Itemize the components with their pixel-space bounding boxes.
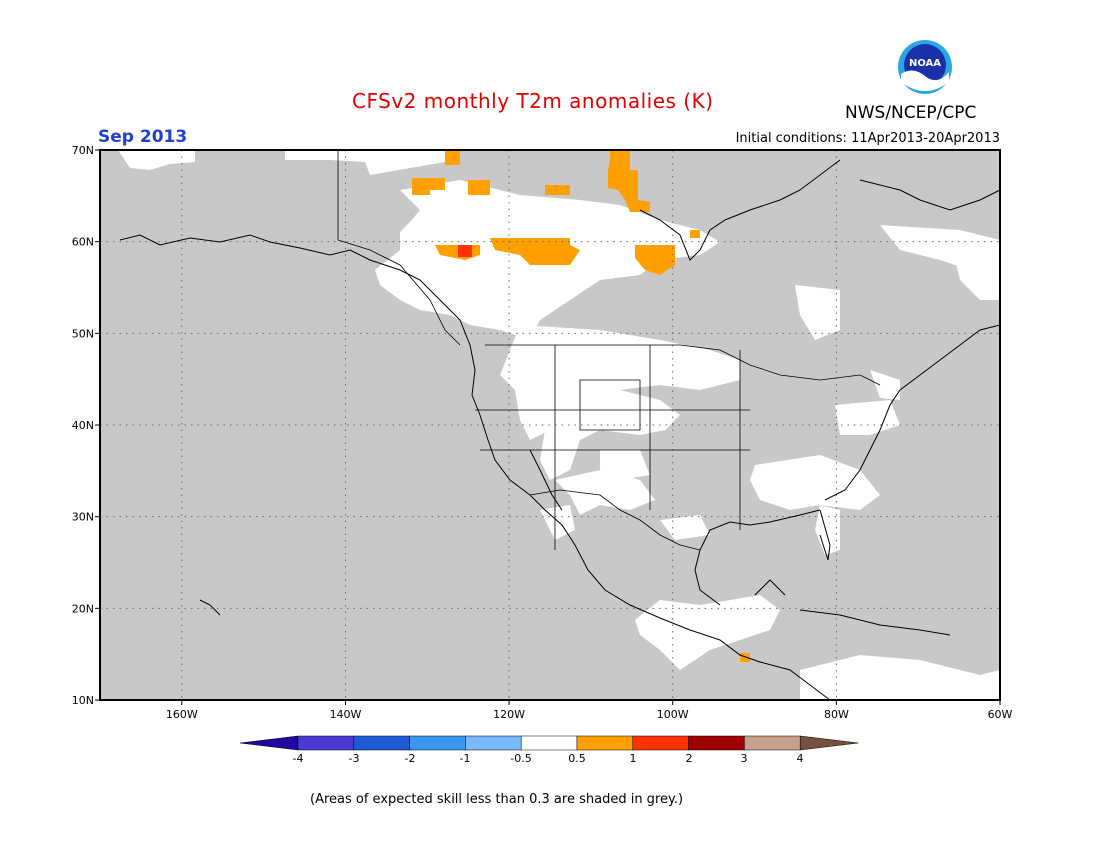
lat-label: 60N bbox=[72, 236, 94, 249]
legend-tick-label: 4 bbox=[797, 752, 804, 765]
latitude-labels: 70N 60N 50N 40N 30N 20N 10N bbox=[72, 144, 94, 707]
legend-bin bbox=[353, 735, 410, 751]
agency-label: NWS/NCEP/CPC bbox=[845, 103, 977, 123]
lon-label: 60W bbox=[988, 708, 1013, 720]
legend-bin bbox=[239, 735, 299, 751]
noaa-logo-text: NOAA bbox=[909, 58, 941, 69]
skill-note: (Areas of expected skill less than 0.3 a… bbox=[310, 792, 684, 807]
legend-bin bbox=[632, 735, 689, 751]
legend-bin bbox=[744, 735, 801, 751]
legend-bin bbox=[688, 735, 745, 751]
valid-month-label: Sep 2013 bbox=[98, 127, 188, 147]
legend-bin bbox=[465, 735, 522, 751]
legend-tick-label: -2 bbox=[405, 752, 416, 765]
lat-label: 30N bbox=[72, 511, 94, 524]
legend-tick-label: 3 bbox=[741, 752, 748, 765]
legend-bins bbox=[239, 735, 859, 751]
legend-bin bbox=[520, 735, 578, 751]
legend-bin bbox=[576, 735, 634, 751]
legend-bin bbox=[799, 735, 859, 751]
lat-label: 20N bbox=[72, 602, 94, 615]
map-title: CFSv2 monthly T2m anomalies (K) bbox=[352, 89, 714, 113]
legend-tick-label: -3 bbox=[349, 752, 360, 765]
lon-label: 140W bbox=[330, 708, 362, 720]
coastlines bbox=[119, 159, 1001, 701]
map-graticule bbox=[100, 150, 1000, 700]
lon-label: 120W bbox=[493, 708, 525, 720]
lat-label: 40N bbox=[72, 419, 94, 432]
axis-ticks bbox=[95, 149, 1001, 705]
initial-conditions-label: Initial conditions: 11Apr2013-20Apr2013 bbox=[735, 131, 1000, 146]
lat-label: 70N bbox=[72, 144, 94, 157]
political-borders bbox=[337, 150, 881, 551]
noaa-logo-wave bbox=[901, 70, 949, 91]
legend-tick-label: -1 bbox=[460, 752, 471, 765]
strong-positive-anomaly-cell bbox=[458, 245, 472, 257]
legend-tick-label: 0.5 bbox=[568, 752, 586, 765]
legend-tick-label: -4 bbox=[293, 752, 304, 765]
legend-tick-label: 2 bbox=[686, 752, 693, 765]
noaa-logo: NOAA bbox=[898, 40, 952, 94]
color-legend: -4 -3 -2 -1 -0.5 0.5 1 2 3 4 bbox=[239, 735, 859, 765]
lon-label: 100W bbox=[657, 708, 689, 720]
legend-bin bbox=[297, 735, 355, 751]
legend-tick-label: 1 bbox=[630, 752, 637, 765]
legend-bin bbox=[409, 735, 466, 751]
legend-tick-label: -0.5 bbox=[510, 752, 531, 765]
legend-tick-labels: -4 -3 -2 -1 -0.5 0.5 1 2 3 4 bbox=[293, 752, 804, 765]
lat-label: 10N bbox=[72, 694, 94, 707]
lat-label: 50N bbox=[72, 327, 94, 340]
lon-label: 80W bbox=[824, 708, 849, 720]
longitude-labels: 160W 140W 120W 100W 80W 60W bbox=[166, 708, 1013, 720]
anomaly-map: 70N 60N 50N 40N 30N 20N 10N 160W 140W 12… bbox=[72, 144, 1013, 720]
lon-label: 160W bbox=[166, 708, 198, 720]
positive-anomaly-regions bbox=[412, 150, 750, 662]
